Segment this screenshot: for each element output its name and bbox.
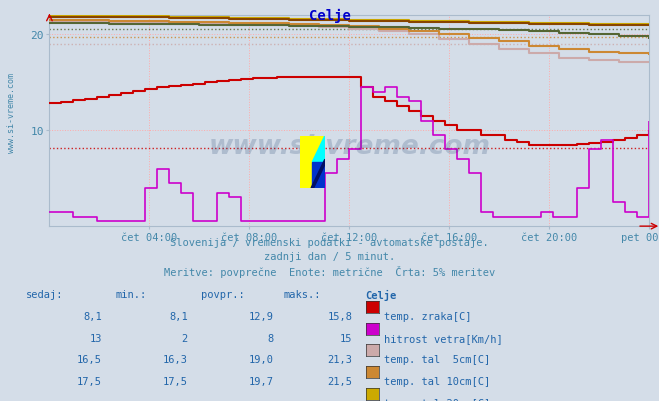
Text: www.si-vreme.com: www.si-vreme.com [7,72,16,152]
Text: maks.:: maks.: [283,290,321,300]
Text: 13: 13 [90,333,102,343]
Text: 21,5: 21,5 [328,376,353,386]
Text: -nan: -nan [163,398,188,401]
Text: -nan: -nan [248,398,273,401]
Text: 21,3: 21,3 [328,354,353,365]
Text: Celje: Celje [366,290,397,300]
Polygon shape [312,136,325,162]
Text: 19,0: 19,0 [248,354,273,365]
Text: 8,1: 8,1 [84,311,102,321]
Text: 17,5: 17,5 [163,376,188,386]
Text: 16,5: 16,5 [77,354,102,365]
Text: Meritve: povprečne  Enote: metrične  Črta: 5% meritev: Meritve: povprečne Enote: metrične Črta:… [164,265,495,277]
Text: 16,3: 16,3 [163,354,188,365]
Polygon shape [300,136,325,188]
Polygon shape [311,160,325,188]
Polygon shape [312,162,325,188]
Text: zadnji dan / 5 minut.: zadnji dan / 5 minut. [264,251,395,261]
Text: -nan: -nan [328,398,353,401]
Text: sedaj:: sedaj: [26,290,64,300]
Text: povpr.:: povpr.: [201,290,244,300]
Text: 2: 2 [182,333,188,343]
Text: 8: 8 [268,333,273,343]
Text: 19,7: 19,7 [248,376,273,386]
Text: min.:: min.: [115,290,146,300]
Text: temp. tal 20cm[C]: temp. tal 20cm[C] [384,398,490,401]
Text: -nan: -nan [77,398,102,401]
Text: temp. tal  5cm[C]: temp. tal 5cm[C] [384,354,490,365]
Text: www.si-vreme.com: www.si-vreme.com [208,134,490,160]
Text: temp. tal 10cm[C]: temp. tal 10cm[C] [384,376,490,386]
Text: 15: 15 [340,333,353,343]
Text: hitrost vetra[Km/h]: hitrost vetra[Km/h] [384,333,502,343]
Text: Celje: Celje [308,9,351,23]
Text: 8,1: 8,1 [169,311,188,321]
Text: 12,9: 12,9 [248,311,273,321]
Text: temp. zraka[C]: temp. zraka[C] [384,311,471,321]
Text: 17,5: 17,5 [77,376,102,386]
Text: Slovenija / vremenski podatki - avtomatske postaje.: Slovenija / vremenski podatki - avtomats… [170,237,489,247]
Text: 15,8: 15,8 [328,311,353,321]
